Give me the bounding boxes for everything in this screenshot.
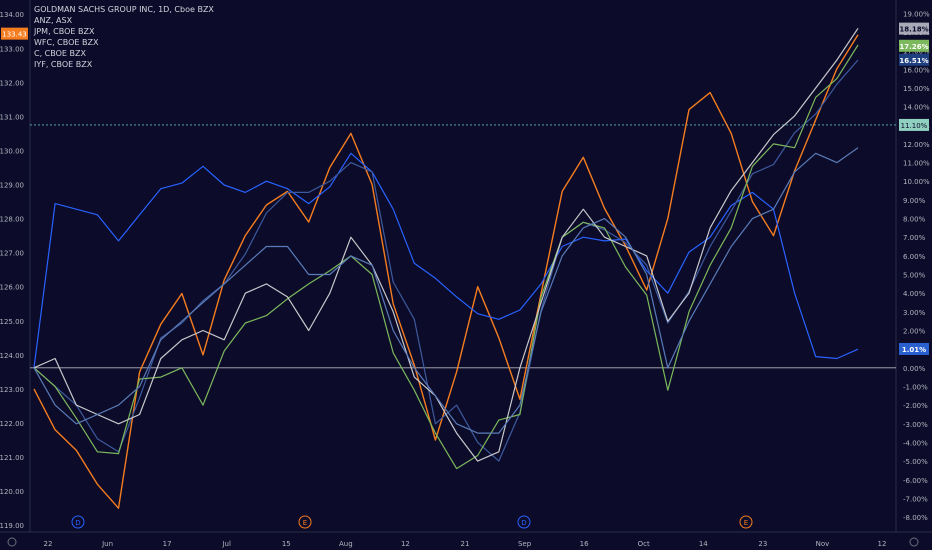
left-tick-label: 133.00: [0, 45, 24, 53]
price-badge: [1, 27, 28, 40]
left-tick-label: 123.00: [0, 386, 24, 394]
legend-item-iyf[interactable]: IYF, CBOE BZX: [34, 60, 93, 69]
x-tick-label: 14: [699, 540, 708, 548]
event-marker-label: D: [75, 519, 80, 527]
right-tick-label: -1.00%: [903, 383, 928, 391]
left-tick-label: 128.00: [0, 216, 24, 224]
left-tick-label: 126.00: [0, 284, 24, 292]
x-tick-label: Jun: [101, 540, 113, 548]
x-tick-label: 17: [163, 540, 172, 548]
left-tick-label: 124.00: [0, 352, 24, 360]
right-tick-label: 10.00%: [903, 178, 930, 186]
event-marker-label: E: [744, 519, 748, 527]
right-tick-label: -2.00%: [903, 402, 928, 410]
right-tick-label: 16.00%: [903, 66, 930, 74]
right-tick-label: -8.00%: [903, 514, 928, 522]
right-tick-label: 9.00%: [903, 197, 926, 205]
right-tick-label: 2.00%: [903, 328, 926, 336]
legend-item-c[interactable]: C, CBOE BZX: [34, 49, 86, 58]
legend-item-wfc[interactable]: WFC, CBOE BZX: [34, 38, 99, 47]
reference-line-badge-label: 11.10%: [901, 122, 928, 130]
left-tick-label: 131.00: [0, 113, 24, 121]
x-tick-label: 12: [878, 540, 887, 548]
event-marker-label: D: [521, 519, 526, 527]
legend-item-anz[interactable]: ANZ, ASX: [34, 16, 73, 25]
settings-gear-icon: [909, 537, 919, 547]
series-line-c: [33, 27, 859, 462]
legend-item-jpm[interactable]: JPM, CBOE BZX: [34, 27, 95, 36]
x-tick-label: Nov: [816, 540, 830, 548]
right-tick-label: 7.00%: [903, 234, 926, 242]
percent-badge: [899, 53, 929, 66]
left-tick-label: 120.00: [0, 488, 24, 496]
right-tick-label: -6.00%: [903, 477, 928, 485]
x-tick-label: 22: [44, 540, 53, 548]
left-tick-label: 122.00: [0, 420, 24, 428]
event-marker-label: E: [303, 519, 307, 527]
series-line-anz: [33, 152, 859, 368]
left-tick-label: 127.00: [0, 250, 24, 258]
percent-badge: [899, 22, 929, 35]
event-marker: [298, 515, 312, 529]
right-tick-label: 5.00%: [903, 272, 926, 280]
right-tick-label: 4.00%: [903, 290, 926, 298]
right-tick-label: -4.00%: [903, 439, 928, 447]
event-marker: [517, 515, 531, 529]
x-tick-label: 21: [461, 540, 470, 548]
right-tick-label: 0.00%: [903, 365, 926, 373]
right-tick-label: 3.00%: [903, 309, 926, 317]
right-tick-label: 11.00%: [903, 160, 930, 168]
percent-badge-label: 18.18%: [899, 26, 928, 34]
left-tick-label: 125.00: [0, 318, 24, 326]
right-axis-panel: [896, 0, 932, 550]
event-marker: [71, 515, 85, 529]
x-tick-label: Oct: [638, 540, 650, 548]
legend-item-gs[interactable]: GOLDMAN SACHS GROUP INC, 1D, Cboe BZX: [34, 5, 214, 14]
right-tick-label: 14.00%: [903, 104, 930, 112]
x-tick-label: 15: [282, 540, 291, 548]
right-tick-label: -5.00%: [903, 458, 928, 466]
percent-badge: [899, 342, 929, 355]
price-badge-label: 133.43: [2, 31, 27, 39]
left-tick-label: 132.00: [0, 79, 24, 87]
right-tick-label: 6.00%: [903, 253, 926, 261]
x-tick-label: 12: [401, 540, 410, 548]
event-marker: [739, 515, 753, 529]
percent-badge-label: 16.51%: [899, 57, 928, 65]
left-tick-label: 119.00: [0, 522, 24, 530]
series-line-goldman-sachs-group-inc: [33, 34, 859, 509]
right-tick-label: 15.00%: [903, 85, 930, 93]
left-tick-label: 130.00: [0, 147, 24, 155]
percent-badge-label: 1.01%: [902, 346, 926, 354]
percent-badge-label: 17.26%: [899, 43, 928, 51]
zoom-icon: [7, 537, 17, 547]
right-tick-label: 8.00%: [903, 216, 926, 224]
x-tick-label: 23: [758, 540, 767, 548]
series-line-iyf: [33, 147, 859, 434]
x-tick-label: 16: [580, 540, 589, 548]
reference-line-badge: [899, 118, 929, 131]
x-tick-label: Aug: [339, 540, 353, 548]
legend: GOLDMAN SACHS GROUP INC, 1D, Cboe BZX AN…: [34, 4, 214, 70]
x-tick-label: Sep: [518, 540, 532, 548]
left-tick-label: 121.00: [0, 454, 24, 462]
x-tick-label: Jul: [221, 540, 231, 548]
right-tick-label: 19.00%: [903, 10, 930, 18]
percent-badge: [899, 39, 929, 52]
right-tick-label: 12.00%: [903, 141, 930, 149]
left-tick-label: 129.00: [0, 182, 24, 190]
series-line-wfc: [33, 44, 859, 470]
right-tick-label: -7.00%: [903, 495, 928, 503]
right-tick-label: -3.00%: [903, 421, 928, 429]
left-tick-label: 134.00: [0, 11, 24, 19]
